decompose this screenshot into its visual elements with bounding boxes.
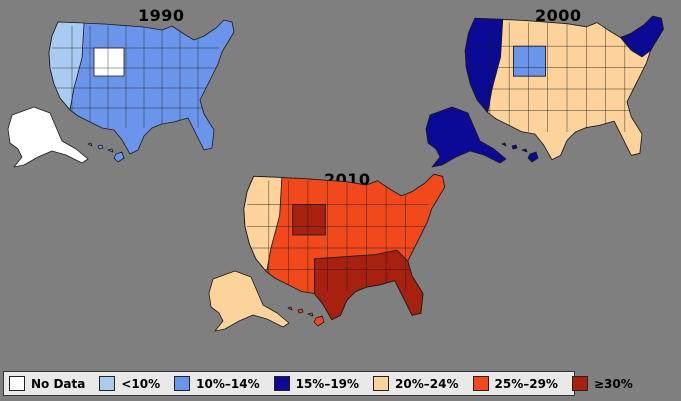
legend-swatch (9, 376, 25, 391)
hawaii-shape (287, 306, 325, 327)
map-title: 2000 (535, 6, 582, 25)
alaska-shape (208, 270, 290, 332)
legend-label: ≥30% (593, 376, 633, 391)
alaska-shape (425, 106, 507, 168)
us-states-map (243, 173, 446, 321)
map-2010: 2010 (200, 168, 490, 333)
legend-label: <10% (121, 376, 161, 391)
legend-swatch (174, 376, 191, 391)
us-states-map (464, 15, 664, 161)
us-states-map (48, 19, 235, 155)
legend-item-10-14: 10%–14% (174, 376, 260, 391)
legend-swatch (373, 376, 390, 391)
legend-item-15-19: 15%–19% (273, 376, 360, 391)
legend-item-25-29: 25%–29% (472, 376, 558, 391)
legend-swatch (273, 376, 290, 391)
legend-swatch (472, 376, 489, 391)
map-2000: 2000 (405, 0, 681, 170)
legend-label: 15%–19% (295, 376, 360, 391)
map-1990: 1990 (0, 0, 250, 170)
legend-label: 25%–29% (494, 376, 558, 391)
legend-item-20-24: 20%–24% (373, 376, 459, 391)
alaska-shape (7, 106, 89, 168)
legend-label: No Data (31, 376, 86, 391)
legend-label: 20%–24% (395, 376, 459, 391)
legend-item-no-data: No Data (9, 376, 85, 391)
legend: No Data <10% 10%–14% 15%–19% 20%–24% 25%… (3, 371, 633, 396)
legend-item-lt10: <10% (99, 376, 160, 391)
legend-item-ge30: ≥30% (571, 376, 633, 391)
hawaii-shape (87, 142, 125, 163)
legend-swatch (571, 376, 588, 391)
hawaii-shape (501, 142, 539, 163)
map-title: 1990 (138, 6, 185, 25)
legend-swatch (99, 376, 116, 391)
legend-label: 10%–14% (196, 376, 260, 391)
